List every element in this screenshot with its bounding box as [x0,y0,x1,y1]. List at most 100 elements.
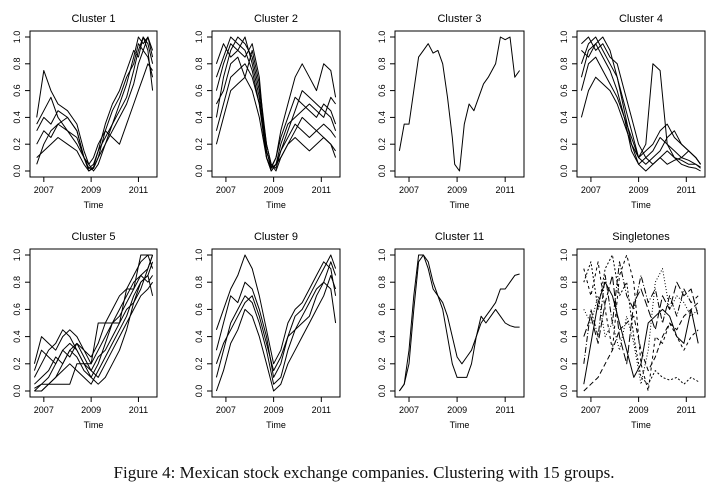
plot-frame [29,248,158,398]
chart-panel: Cluster 3 0.0 0.2 0.4 0.6 0.8 1.0 2007 2009 2011 T… [377,13,525,210]
panel-title: Cluster 9 [254,231,298,243]
y-tick-label: 0.2 [12,138,22,151]
series-line [36,36,154,172]
series-line [33,274,154,385]
x-tick-label: 2011 [129,405,148,415]
x-axis-label: Time [84,420,104,430]
y-tick-label: 0.4 [12,111,22,124]
x-axis-label: Time [266,200,286,210]
x-axis-label: Time [266,420,286,430]
x-tick-label: 2009 [629,185,649,195]
y-tick-label: 0.8 [559,58,569,71]
y-tick-label: 0.4 [377,111,387,124]
series-line [215,254,337,365]
panel-title: Cluster 11 [435,231,484,243]
series-line [36,36,154,172]
y-tick-label: 0.0 [12,385,22,398]
series-line [215,43,337,172]
x-tick-label: 2011 [495,185,514,195]
y-tick-label: 0.2 [559,138,569,151]
y-tick-label: 0.4 [559,111,569,124]
x-tick-label: 2009 [264,405,284,415]
y-tick-label: 0.0 [559,165,569,178]
plot-frame [211,248,341,398]
y-tick-label: 0.4 [194,111,204,124]
chart-panel: Cluster 4 0.0 0.2 0.4 0.6 0.8 1.0 2007 2009 2011 T… [559,13,706,210]
y-tick-label: 0.2 [377,358,387,371]
plot-frame [576,248,706,398]
y-tick-label: 0.8 [377,276,387,289]
x-tick-label: 2007 [581,405,601,415]
y-tick-label: 0.2 [12,358,22,371]
series-line [215,36,337,169]
y-tick-label: 0.8 [559,276,569,289]
series-line [36,63,154,165]
series-line [215,254,337,378]
y-tick-label: 0.8 [194,58,204,71]
series-line [215,274,337,392]
series-line [215,49,337,172]
chart-panel: Cluster 9 0.0 0.2 0.4 0.6 0.8 1.0 2007 2009 2011 T… [194,231,341,430]
y-tick-label: 0.0 [377,165,387,178]
panel-title: Cluster 2 [254,13,298,25]
y-tick-label: 1.0 [377,31,387,44]
panel-title: Cluster 4 [619,13,663,25]
plot-frame [576,30,706,178]
y-tick-label: 0.4 [559,330,569,343]
panel-title: Cluster 3 [437,13,481,25]
series-line [398,254,520,392]
plot-frame [29,30,158,178]
series-line [34,274,154,385]
chart-panel: Cluster 5 0.0 0.2 0.4 0.6 0.8 1.0 2007 2009 2011 T… [12,231,158,430]
x-tick-label: 2009 [629,405,649,415]
y-tick-label: 0.8 [194,276,204,289]
y-tick-label: 0.6 [377,303,387,316]
series-line [580,76,702,165]
series-line [583,254,699,385]
series-line [34,254,154,392]
y-tick-label: 0.0 [377,385,387,398]
x-tick-label: 2007 [34,185,54,195]
y-tick-label: 0.2 [559,358,569,371]
y-tick-label: 1.0 [12,249,22,262]
x-axis-label: Time [631,200,651,210]
y-tick-label: 1.0 [377,249,387,262]
series-line [215,261,337,385]
y-tick-label: 0.6 [559,84,569,97]
series-line [398,254,520,392]
plot-frame [394,248,525,398]
y-tick-label: 0.0 [194,165,204,178]
series-line [581,36,701,168]
chart-panel: Singletones 0.0 0.2 0.4 0.6 0.8 1.0 2007 2009 201… [559,231,706,430]
y-tick-label: 0.8 [12,58,22,71]
y-tick-label: 0.0 [559,385,569,398]
figure-caption: Figure 4: Mexican stock exchange compani… [113,463,615,482]
series-line [34,254,153,392]
y-tick-label: 0.6 [377,84,387,97]
series-line [583,268,699,385]
series-line [36,36,154,169]
series-line [34,281,154,389]
x-tick-label: 2007 [216,405,236,415]
y-tick-label: 0.2 [194,138,204,151]
y-tick-label: 0.2 [377,138,387,151]
y-tick-label: 0.6 [559,303,569,316]
y-tick-label: 0.6 [12,303,22,316]
y-tick-label: 0.6 [194,84,204,97]
x-tick-label: 2011 [312,405,331,415]
x-tick-label: 2007 [34,405,54,415]
y-tick-label: 0.8 [12,276,22,289]
x-tick-label: 2007 [581,185,601,195]
y-tick-label: 0.8 [377,58,387,71]
x-axis-label: Time [450,420,470,430]
x-tick-label: 2011 [677,405,696,415]
x-tick-label: 2007 [399,405,419,415]
y-tick-label: 1.0 [194,31,204,44]
x-tick-label: 2007 [399,185,419,195]
x-tick-label: 2009 [81,185,101,195]
x-tick-label: 2011 [129,185,148,195]
series-line [215,76,337,169]
x-tick-label: 2011 [677,185,696,195]
series-line [398,36,521,172]
